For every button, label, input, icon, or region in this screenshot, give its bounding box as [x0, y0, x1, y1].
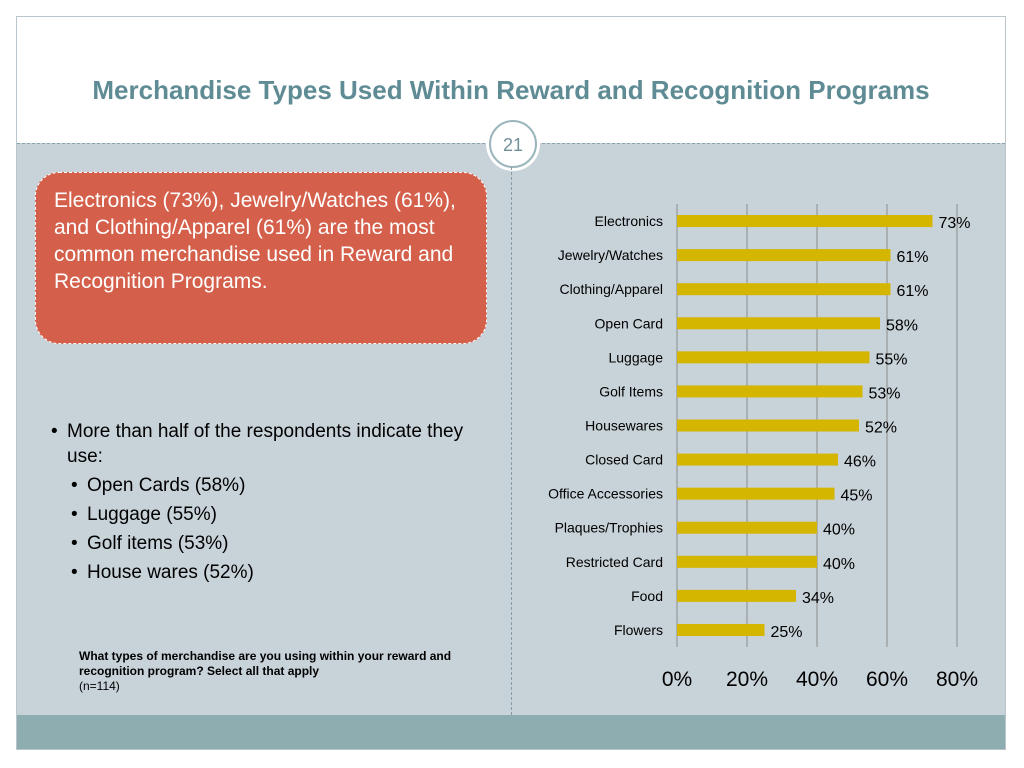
slide-frame: Merchandise Types Used Within Reward and…	[16, 16, 1006, 750]
value-label: 73%	[939, 215, 971, 232]
x-tick-label: 80%	[936, 668, 978, 691]
value-label: 61%	[897, 283, 929, 300]
sub-bullet-item: Luggage (55%)	[67, 500, 487, 529]
bar	[677, 555, 817, 568]
category-label: Food	[631, 588, 663, 604]
value-label: 55%	[876, 351, 908, 368]
value-label: 40%	[823, 522, 855, 539]
value-label: 46%	[844, 454, 876, 471]
vertical-separator	[511, 167, 512, 715]
bar	[677, 589, 796, 602]
x-tick-label: 20%	[726, 668, 768, 691]
value-label: 53%	[869, 385, 901, 402]
callout-text: Electronics (73%), Jewelry/Watches (61%)…	[54, 189, 456, 293]
value-label: 45%	[841, 488, 873, 505]
bullet-list: More than half of the respondents indica…	[47, 419, 487, 587]
merchandise-bar-chart: Electronics Jewelry/Watches Clothing/Appar…	[548, 204, 978, 691]
value-labels: 73% 61% 61% 58% 55% 53% 52% 46% 45% 40% 40% 34% 25%	[771, 215, 971, 641]
x-tick-label: 40%	[796, 668, 838, 691]
sample-size: (n=114)	[79, 679, 120, 693]
bar	[677, 453, 838, 466]
value-label: 40%	[823, 556, 855, 573]
category-label: Open Card	[595, 315, 663, 331]
slide-number: 21	[489, 120, 537, 168]
category-label: Office Accessories	[548, 486, 663, 502]
bullet-item: More than half of the respondents indica…	[47, 419, 487, 587]
value-label: 58%	[886, 317, 918, 334]
bar	[677, 521, 817, 534]
x-tick-labels: 0% 20% 40% 60% 80%	[662, 668, 978, 691]
sub-bullet-item: Golf items (53%)	[67, 529, 487, 558]
survey-question: What types of merchandise are you using …	[79, 649, 479, 694]
footer-band	[17, 715, 1005, 749]
x-tick-label: 0%	[662, 668, 692, 691]
x-tick-label: 60%	[866, 668, 908, 691]
value-label: 61%	[897, 249, 929, 266]
sub-bullet-item: House wares (52%)	[67, 558, 487, 587]
category-label: Housewares	[585, 418, 663, 434]
bar	[677, 419, 859, 432]
bar	[677, 623, 765, 636]
sub-bullet-list: Open Cards (58%) Luggage (55%) Golf item…	[67, 471, 487, 587]
value-label: 34%	[802, 590, 834, 607]
category-label: Electronics	[595, 213, 663, 229]
bar	[677, 487, 835, 500]
category-label: Clothing/Apparel	[559, 281, 663, 297]
value-label: 25%	[771, 624, 803, 641]
category-label: Plaques/Trophies	[555, 520, 663, 536]
category-label: Restricted Card	[566, 554, 663, 570]
category-label: Jewelry/Watches	[558, 247, 663, 263]
bar	[677, 283, 891, 296]
category-label: Luggage	[608, 349, 663, 365]
callout-box: Electronics (73%), Jewelry/Watches (61%)…	[35, 172, 487, 344]
slide-title: Merchandise Types Used Within Reward and…	[92, 75, 930, 105]
bar	[677, 317, 880, 330]
bar	[677, 351, 870, 364]
category-label: Golf Items	[599, 383, 663, 399]
sub-bullet-item: Open Cards (58%)	[67, 471, 487, 500]
value-label: 52%	[865, 420, 897, 437]
bullet-main-text: More than half of the respondents indica…	[67, 421, 464, 467]
bar	[677, 249, 891, 262]
bar	[677, 215, 933, 228]
category-label: Flowers	[614, 622, 663, 638]
category-label: Closed Card	[585, 452, 663, 468]
category-labels: Electronics Jewelry/Watches Clothing/Appar…	[548, 213, 663, 638]
question-text: What types of merchandise are you using …	[79, 649, 452, 678]
chart-bars	[677, 215, 933, 636]
bar	[677, 385, 863, 398]
